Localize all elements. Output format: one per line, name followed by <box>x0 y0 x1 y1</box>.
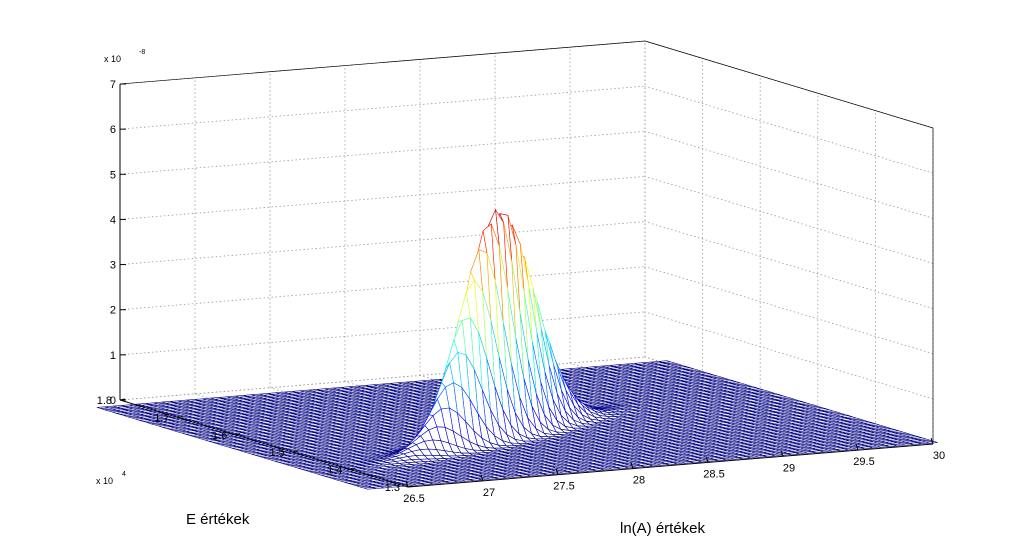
grid-line <box>119 311 646 356</box>
grid-line <box>119 176 646 220</box>
grid-line <box>119 221 646 265</box>
box-edge <box>644 40 934 129</box>
x-tick-label: 26.5 <box>403 493 424 505</box>
grid-line <box>644 266 934 355</box>
grid-line <box>644 176 934 264</box>
grid-line <box>644 221 934 309</box>
x-tick-label: 30 <box>933 450 945 462</box>
y-tick-label: 1.8 <box>97 395 112 407</box>
z-tick-label: 1 <box>110 350 116 362</box>
x-tick-label: 27 <box>483 487 495 499</box>
y-tick-label: 1.5 <box>270 447 285 459</box>
z-tick-label: 6 <box>110 124 116 136</box>
x-tick-label: 28 <box>633 475 645 487</box>
grid-line <box>119 130 646 175</box>
y-tick-label: 1.4 <box>327 465 342 477</box>
z-tick-label: 2 <box>110 305 116 317</box>
x-tick-label: 29 <box>783 462 795 474</box>
z-tick-label: 5 <box>110 169 116 181</box>
x-tick-label: 28.5 <box>703 468 724 480</box>
x-tick-label: 27.5 <box>553 481 574 493</box>
y-tick-label: 1.3 <box>385 482 400 494</box>
grid-line <box>644 85 934 174</box>
z-tick-label: 4 <box>110 214 116 226</box>
surface-mesh <box>96 208 938 490</box>
grid-line <box>644 130 934 219</box>
grid-line <box>119 266 646 311</box>
x-tick-label: 29.5 <box>853 456 874 468</box>
y-tick-label: 1.7 <box>154 412 169 424</box>
z-tick-label: 3 <box>110 260 116 272</box>
grid-line <box>119 85 646 130</box>
box-edge <box>119 40 646 85</box>
y-tick-label: 1.6 <box>212 430 227 442</box>
z-tick-label: 7 <box>110 79 116 91</box>
